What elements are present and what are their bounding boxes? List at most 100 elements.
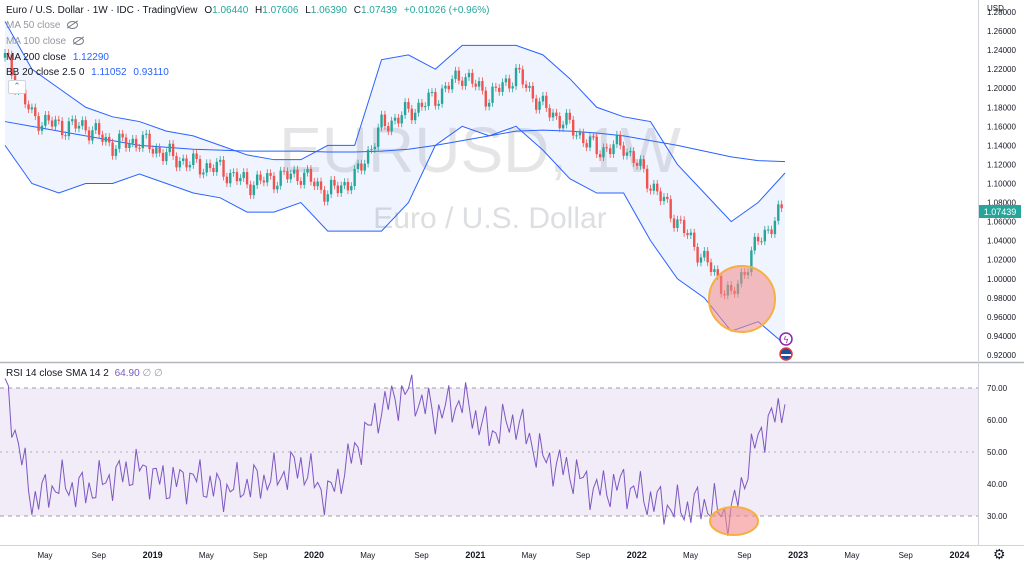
rsi-tick-label: 70.00 [987,384,1008,393]
candle-body [413,112,417,121]
lightning-event-icon[interactable] [779,332,793,346]
candle-body [340,185,343,194]
time-tick-label: May [522,551,537,560]
candle-body [642,159,645,169]
bb-legend[interactable]: BB 20 close 2.5 0 1.11052 0.93110 [6,66,173,80]
ma100-legend[interactable]: MA 100 close [6,35,88,49]
candle-body [713,269,716,273]
change-value: +0.01026 (+0.96%) [403,5,490,16]
candle-body [229,172,232,184]
candle-body [266,173,269,183]
time-tick-label: 2024 [949,550,969,560]
candle-body [450,79,454,90]
price-tick-label: 1.16000 [987,122,1016,131]
candle-body [766,229,770,231]
symbol-title[interactable]: Euro / U.S. Dollar · 1W · IDC · TradingV… [6,5,198,16]
candle-body [524,84,528,88]
candle-body [400,115,403,124]
candle-body [625,152,629,156]
candle-body [111,142,114,156]
candle-body [178,160,182,168]
bb-label: BB 20 close 2.5 0 [6,67,85,78]
candle-body [23,89,27,105]
candle-body [676,219,679,228]
rsi-axis[interactable]: 70.00 60.00 50.00 40.00 30.00 [987,384,1008,521]
time-tick-label: Sep [92,551,107,560]
candle-body [645,168,649,189]
candle-body [538,101,541,110]
candle-body [615,134,619,145]
candle-body [393,117,397,121]
header-legend: Euro / U.S. Dollar · 1W · IDC · TradingV… [6,4,494,18]
candle-body [360,163,363,171]
bb-lower-value: 0.93110 [133,67,169,78]
price-tick-label: 1.04000 [987,237,1016,246]
price-tick-label: 1.22000 [987,65,1016,74]
candle-body [376,127,380,147]
candle-body [608,148,612,155]
gear-icon[interactable]: ⚙ [993,546,1006,562]
time-tick-label: May [37,551,52,560]
candle-body [188,165,192,168]
eye-hidden-icon[interactable] [73,37,85,45]
price-pane[interactable] [0,0,978,362]
candle-body [101,134,104,142]
candle-body [464,77,467,86]
candle-body [124,137,128,148]
ma200-value: 1.12290 [72,52,109,63]
candle-body [71,119,74,122]
rsi-na-2: ∅ [153,368,163,379]
price-tick-label: 0.92000 [987,351,1016,360]
candle-body [148,133,151,150]
price-tick-label: 1.10000 [987,180,1016,189]
candle-body [474,83,477,87]
ma100-label: MA 100 close [6,36,67,47]
candle-body [212,168,215,173]
candle-body [484,90,487,107]
price-tick-label: 0.96000 [987,313,1016,322]
candle-body [306,168,309,173]
candle-body [518,67,521,70]
open-value: 1.06440 [212,5,249,16]
candle-body [272,175,276,190]
candle-body [770,229,773,235]
chevron-up-icon[interactable]: ⌃ [8,80,26,94]
price-axis[interactable]: 1.28000 1.26000 1.24000 1.22000 1.20000 1.180… [987,8,1016,360]
close-value: 1.07439 [360,5,398,16]
candle-body [299,181,303,185]
price-tick-label: 1.28000 [987,8,1016,17]
eye-hidden-icon[interactable] [67,21,79,29]
candle-body [709,262,713,273]
candle-body [397,117,400,124]
price-tick-label: 1.00000 [987,275,1016,284]
candle-body [329,179,333,195]
time-tick-label: May [683,551,698,560]
candle-body [97,123,101,135]
ma50-legend[interactable]: MA 50 close [6,19,82,33]
candle-body [175,156,178,168]
candle-body [118,133,121,149]
candle-body [145,133,148,135]
candle-body [706,250,709,263]
candle-body [622,145,625,156]
candle-body [185,158,188,168]
candle-body [67,121,71,137]
currency-label[interactable]: USD [987,4,1004,13]
rsi-path [4,374,786,536]
candle-body [47,114,50,121]
candle-body [535,98,538,110]
candle-body [151,149,155,154]
candle-body [336,185,340,194]
ma200-legend[interactable]: MA 200 close 1.12290 [6,51,113,65]
candle-body [652,183,656,191]
candle-body [198,159,202,175]
candle-body [494,86,498,88]
time-axis[interactable]: May Sep 2019 May Sep 2020 May Sep 2021 May Sep 2022… [37,550,969,560]
candle-body [424,106,427,108]
candle-body [750,250,753,273]
time-tick-label: 2019 [143,550,163,560]
rsi-legend[interactable]: RSI 14 close SMA 14 2 64.90 ∅ ∅ [6,368,163,379]
candle-body [635,162,639,166]
candle-body [598,154,602,158]
